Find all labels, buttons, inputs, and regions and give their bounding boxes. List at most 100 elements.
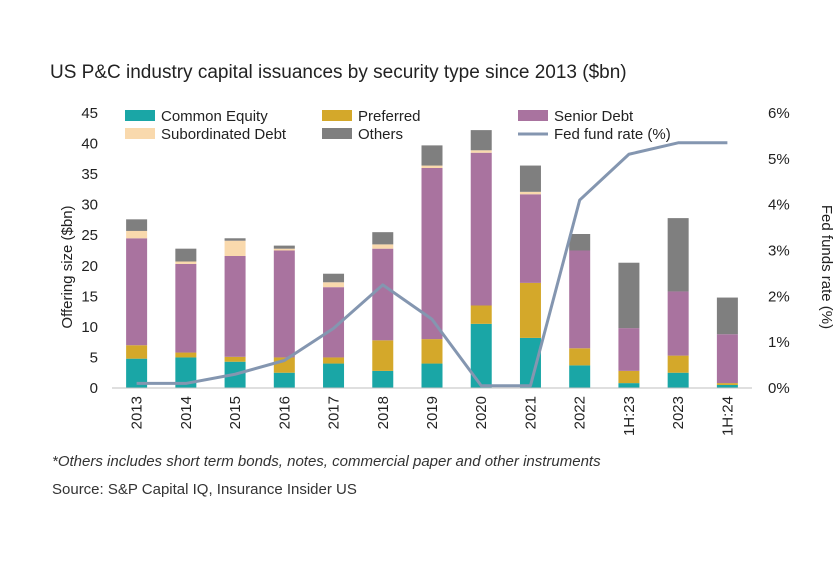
legend: Common Equity Preferred Senior Debt Subordi…: [125, 108, 671, 143]
x-tick-label: 1H:24: [719, 396, 736, 436]
bar-segment-preferred: [224, 356, 246, 362]
x-tick-label: 2014: [178, 396, 195, 429]
x-tick-label: 2016: [276, 396, 293, 429]
bar-segment-preferred: [618, 370, 640, 384]
bar-segment-senior-debt: [716, 334, 738, 384]
chart-title: US P&C industry capital issuances by sec…: [50, 62, 627, 83]
bar-segment-others: [569, 234, 591, 251]
y2-tick-label: 1%: [768, 334, 790, 351]
x-tick-label: 2018: [375, 396, 392, 429]
bar-segment-subordinated-debt: [175, 261, 197, 264]
bar-segment-others: [421, 145, 443, 166]
y-tick-label: 45: [81, 105, 98, 122]
y2-tick-label: 6%: [768, 105, 790, 122]
bar-segment-others: [519, 165, 541, 192]
bar-segment-common-equity: [421, 363, 443, 388]
bar-segment-senior-debt: [519, 194, 541, 283]
bar-segment-preferred: [667, 355, 689, 373]
x-tick-label: 2017: [326, 396, 343, 429]
bar-segment-common-equity: [667, 372, 689, 388]
bar-segment-senior-debt: [126, 238, 148, 346]
y-tick-label: 5: [90, 349, 98, 366]
y2-tick-label: 2%: [768, 288, 790, 305]
bar-segment-others: [224, 238, 246, 241]
bar-segment-common-equity: [323, 363, 345, 388]
bar-segment-senior-debt: [470, 152, 492, 306]
bar-segment-others: [618, 262, 640, 329]
y-axis-label: Offering size ($bn): [59, 205, 76, 328]
x-tick-label: 2015: [227, 396, 244, 429]
bar-segment-common-equity: [273, 372, 295, 388]
y-tick-label: 35: [81, 166, 98, 183]
footnote: *Others includes short term bonds, notes…: [52, 453, 601, 470]
bar-segment-others: [126, 219, 148, 231]
bar-segment-preferred: [175, 352, 197, 358]
bar-segment-preferred: [519, 282, 541, 338]
legend-label-fed-fund-rate: Fed fund rate (%): [554, 126, 671, 143]
y-tick-label: 15: [81, 288, 98, 305]
bar-segment-common-equity: [372, 370, 394, 388]
y-tick-label: 40: [81, 136, 98, 153]
bar-segment-preferred: [372, 340, 394, 371]
bar-segment-others: [273, 245, 295, 249]
y-tick-label: 0: [90, 380, 98, 397]
bar-segment-subordinated-debt: [273, 248, 295, 251]
y-tick-label: 10: [81, 319, 98, 336]
fed-rate-line: [136, 141, 728, 388]
legend-label-subordinated-debt: Subordinated Debt: [161, 126, 287, 143]
legend-swatch-preferred: [322, 110, 352, 121]
legend-label-others: Others: [358, 126, 403, 143]
x-tick-label: 1H:23: [621, 396, 638, 436]
bar-segment-subordinated-debt: [224, 240, 246, 256]
y2-axis-label: Fed funds rate (%): [818, 205, 835, 329]
x-tick-label: 2022: [572, 396, 589, 429]
bar-segment-senior-debt: [421, 168, 443, 340]
bar-segment-senior-debt: [323, 287, 345, 358]
bar-segment-subordinated-debt: [421, 165, 443, 168]
bar-segment-common-equity: [470, 323, 492, 388]
x-tick-label: 2020: [473, 396, 490, 429]
bar-segment-preferred: [569, 348, 591, 366]
y-tick-label: 25: [81, 227, 98, 244]
bars: [126, 130, 738, 388]
bar-segment-common-equity: [175, 357, 197, 388]
bar-segment-common-equity: [519, 337, 541, 388]
bar-segment-senior-debt: [618, 328, 640, 371]
x-tick-label: 2023: [670, 396, 687, 429]
right-axis: 0% 1% 2% 3% 4% 5% 6%: [768, 105, 790, 397]
bar-segment-preferred: [421, 339, 443, 364]
bar-segment-others: [716, 297, 738, 335]
x-tick-label: 2013: [129, 396, 146, 429]
bar-segment-common-equity: [569, 365, 591, 388]
bar-segment-common-equity: [126, 358, 148, 388]
legend-swatch-others: [322, 128, 352, 139]
bar-segment-subordinated-debt: [323, 282, 345, 288]
bar-segment-preferred: [126, 345, 148, 359]
bar-segment-subordinated-debt: [519, 191, 541, 195]
bar-segment-others: [323, 273, 345, 283]
x-tick-label: 2021: [522, 396, 539, 429]
bar-segment-senior-debt: [175, 263, 197, 353]
y2-tick-label: 4%: [768, 197, 790, 214]
legend-label-senior-debt: Senior Debt: [554, 108, 634, 125]
bar-segment-subordinated-debt: [470, 150, 492, 153]
bar-segment-others: [175, 248, 197, 262]
x-axis: 2013 2014 2015 2016 2017 2018 2019 2020 2021 2022…: [112, 387, 752, 436]
fed-rate-line-layer: [136, 141, 728, 388]
bar-segment-others: [372, 232, 394, 245]
legend-swatch-common-equity: [125, 110, 155, 121]
bar-segment-common-equity: [716, 384, 738, 388]
y2-tick-label: 0%: [768, 380, 790, 397]
bar-segment-subordinated-debt: [372, 244, 394, 249]
bar-segment-senior-debt: [667, 291, 689, 356]
bar-segment-senior-debt: [224, 256, 246, 357]
legend-swatch-subordinated-debt: [125, 128, 155, 139]
bar-segment-others: [470, 130, 492, 151]
bar-segment-preferred: [323, 357, 345, 364]
bar-segment-others: [667, 218, 689, 292]
left-axis: 0 5 10 15 20 25 30 35 40 45: [81, 105, 98, 397]
y2-tick-label: 5%: [768, 151, 790, 168]
legend-swatch-senior-debt: [518, 110, 548, 121]
bar-segment-subordinated-debt: [126, 230, 148, 239]
